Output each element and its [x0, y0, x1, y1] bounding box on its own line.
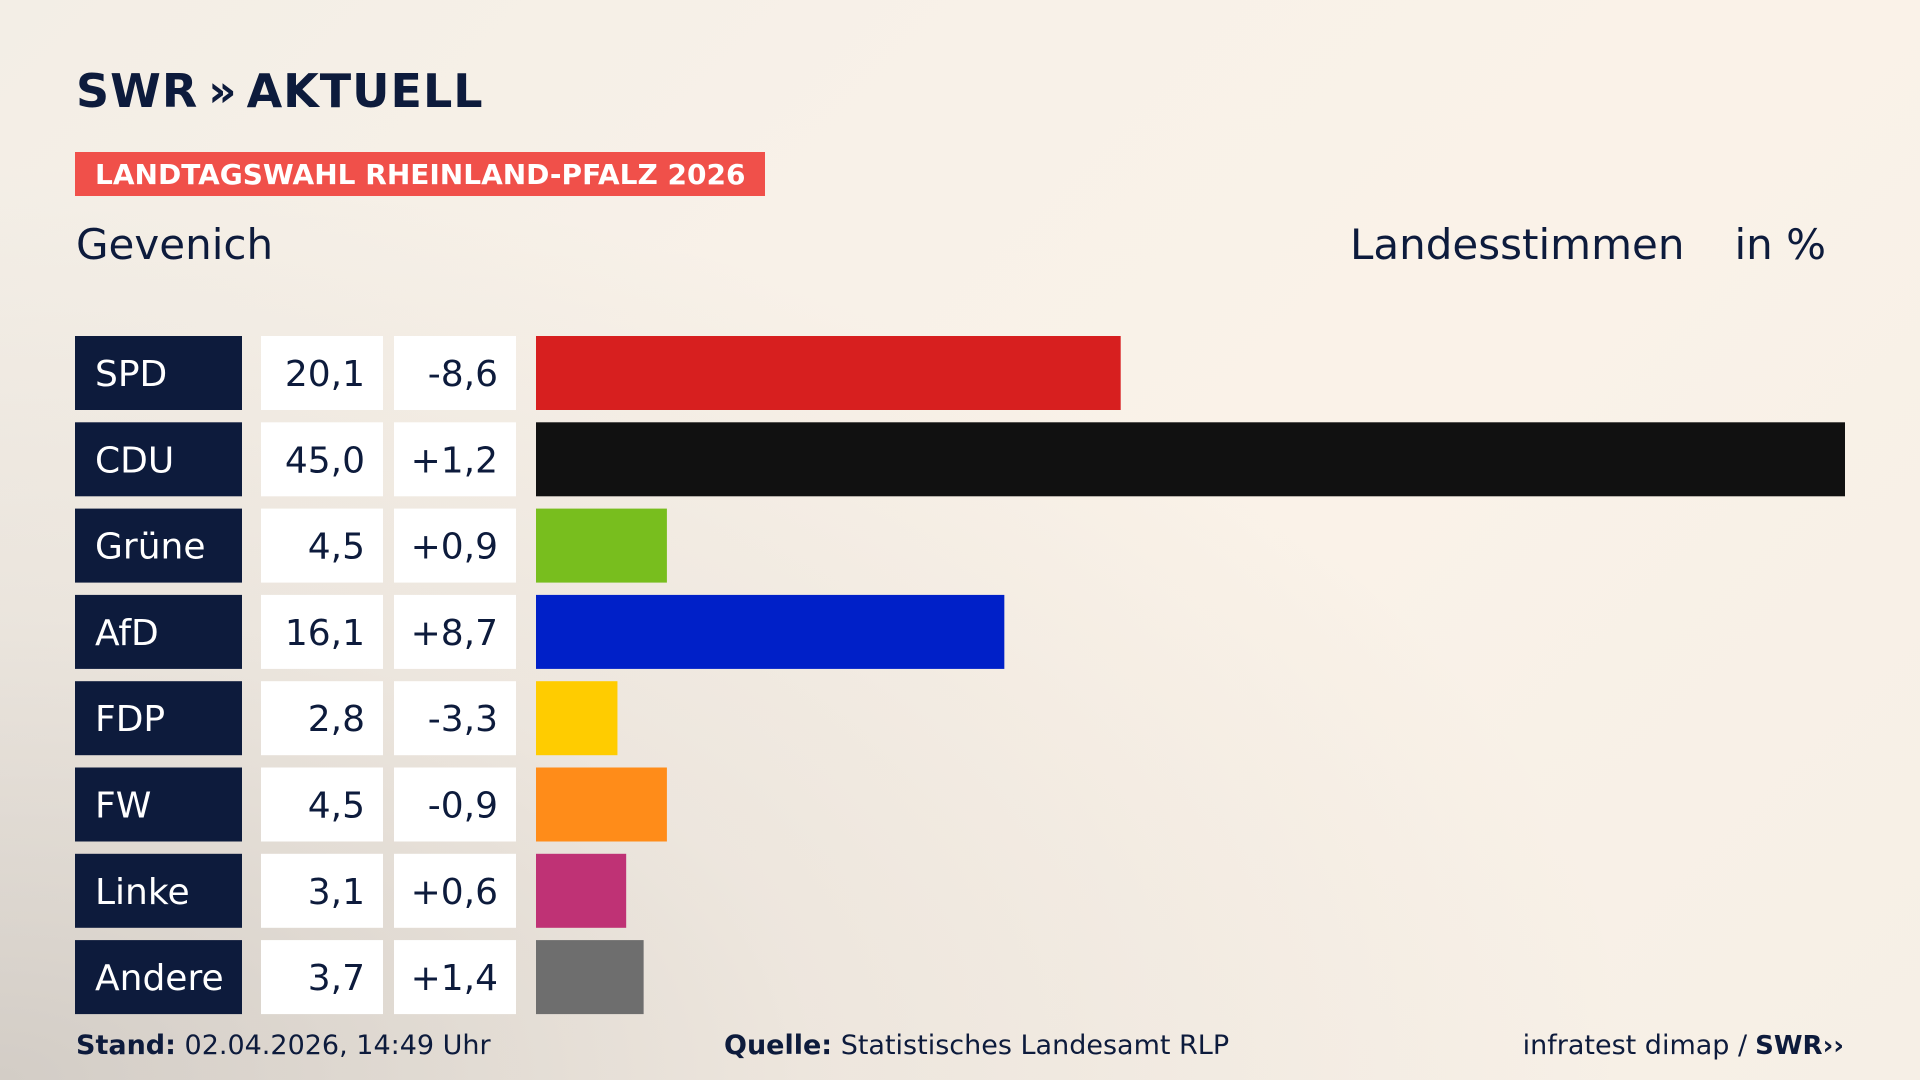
change-box: [394, 422, 516, 497]
footer-source: Quelle: Statistisches Landesamt RLP: [724, 1030, 1229, 1061]
source-value: Statistisches Landesamt RLP: [840, 1030, 1230, 1061]
stand-label: Stand:: [76, 1030, 176, 1061]
party-label-box: [75, 336, 242, 410]
party-label: Linke: [95, 872, 190, 913]
party-label-box: [75, 594, 242, 669]
change-label: +1,4: [411, 958, 498, 999]
value-label: 16,1: [285, 613, 365, 654]
value-box: [261, 594, 383, 669]
change-box: [394, 508, 516, 583]
unit-label: in %: [1734, 220, 1826, 269]
value-label: 20,1: [285, 354, 365, 395]
result-bar: [536, 853, 627, 928]
party-label-box: [75, 422, 242, 497]
party-label-box: [75, 940, 242, 1015]
measure-label: Landesstimmen: [1350, 220, 1685, 269]
result-bar: [536, 767, 667, 842]
credit-brand: SWR››: [1755, 1031, 1844, 1061]
value-label: 45,0: [285, 440, 365, 481]
change-label: +0,9: [411, 527, 498, 568]
value-label: 3,1: [308, 872, 365, 913]
value-label: 4,5: [308, 527, 365, 568]
change-box: [394, 336, 516, 410]
change-box: [394, 853, 516, 928]
credit-brand-text: SWR: [1755, 1030, 1823, 1061]
change-label: +1,2: [411, 440, 498, 481]
change-label: -0,9: [428, 786, 498, 827]
source-label: Quelle:: [724, 1030, 833, 1061]
party-label: Andere: [95, 958, 224, 999]
footer-credit: infratest dimap / SWR››: [1523, 1030, 1844, 1061]
result-bar: [536, 940, 644, 1015]
change-box: [394, 940, 516, 1015]
party-label-box: [75, 508, 242, 583]
result-bar: [536, 594, 1005, 669]
footer-stand: Stand: 02.04.2026, 14:49 Uhr: [76, 1030, 491, 1061]
change-label: -8,6: [428, 354, 498, 395]
swr-aktuell-logo: SWR ›› AKTUELL: [76, 64, 484, 118]
value-box: [261, 767, 383, 842]
election-ribbon: LANDTAGSWAHL RHEINLAND-PFALZ 2026: [75, 152, 766, 196]
party-label-box: [75, 767, 242, 842]
party-label-box: [75, 853, 242, 928]
value-box: [261, 422, 383, 497]
party-label: AfD: [95, 613, 159, 654]
value-box: [261, 853, 383, 928]
value-label: 2,8: [308, 699, 365, 740]
brand-text: SWR: [76, 64, 199, 118]
credit-text: infratest dimap /: [1522, 1030, 1748, 1061]
change-label: -3,3: [428, 699, 498, 740]
value-label: 4,5: [308, 786, 365, 827]
party-label: CDU: [95, 440, 174, 481]
party-label: FDP: [95, 699, 165, 740]
stand-value: 02.04.2026, 14:49 Uhr: [184, 1030, 491, 1061]
result-bar: [536, 422, 1845, 497]
party-label: Grüne: [95, 527, 205, 568]
change-box: [394, 681, 516, 756]
change-box: [394, 594, 516, 669]
value-label: 3,7: [308, 958, 365, 999]
change-box: [394, 767, 516, 842]
measure-header: Landesstimmen in %: [1350, 220, 1826, 269]
party-label: SPD: [95, 354, 167, 395]
party-label: FW: [95, 786, 151, 827]
brand-suffix: AKTUELL: [246, 64, 484, 118]
value-box: [261, 336, 383, 410]
place-title: Gevenich: [76, 220, 274, 269]
mini-chevron-icon: ››: [1822, 1030, 1844, 1061]
value-box: [261, 681, 383, 756]
change-label: +8,7: [411, 613, 498, 654]
value-box: [261, 940, 383, 1015]
result-bar: [536, 508, 667, 583]
party-label-box: [75, 681, 242, 756]
value-box: [261, 508, 383, 583]
result-bar: [536, 336, 1121, 410]
change-label: +0,6: [411, 872, 498, 913]
result-bar: [536, 681, 618, 756]
